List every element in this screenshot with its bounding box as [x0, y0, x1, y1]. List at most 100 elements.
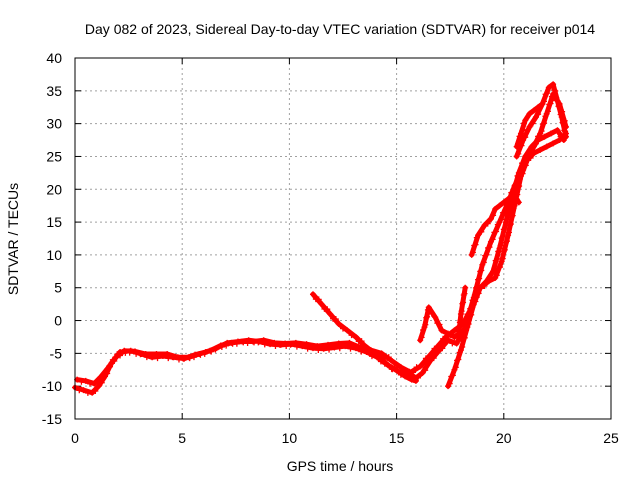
- data-point-marker: [493, 228, 500, 235]
- data-point-marker: [550, 81, 557, 88]
- data-point-marker: [502, 219, 509, 226]
- data-point-marker: [314, 343, 321, 350]
- data-point-marker: [461, 334, 468, 341]
- data-point-marker: [556, 104, 563, 111]
- data-point-marker: [498, 258, 505, 265]
- plot-frame: [74, 57, 612, 420]
- data-point-marker: [385, 354, 392, 361]
- data-point-marker: [228, 339, 235, 346]
- data-point-marker: [515, 150, 522, 157]
- data-point-marker: [233, 340, 240, 347]
- data-point-marker: [332, 316, 339, 323]
- data-point-marker: [497, 242, 504, 249]
- data-point-marker: [475, 290, 482, 297]
- data-point-marker: [538, 128, 545, 135]
- data-point-marker: [560, 120, 567, 127]
- y-tick-label: 15: [46, 214, 62, 230]
- data-point-marker: [454, 357, 461, 364]
- data-point-marker: [513, 180, 520, 187]
- data-point-marker: [100, 371, 107, 378]
- data-point-marker: [318, 301, 325, 308]
- data-point-marker: [341, 341, 348, 348]
- data-point-marker: [545, 84, 552, 91]
- data-point-marker: [430, 355, 437, 362]
- data-point-marker: [239, 338, 246, 345]
- data-point-marker: [484, 220, 491, 227]
- data-point-marker: [475, 276, 482, 283]
- data-point-marker: [544, 90, 551, 97]
- y-tick-label: 0: [54, 313, 62, 329]
- data-point-marker: [497, 264, 504, 271]
- data-point-marker: [89, 389, 96, 396]
- data-point-marker: [554, 127, 561, 134]
- tick-labels: 0 5 10 15 20 25 -15 -10 -5 0 5 10 15 20 25 30 35 40: [42, 50, 619, 446]
- data-point-marker: [438, 327, 445, 334]
- data-point-marker: [478, 267, 485, 274]
- data-point-marker: [428, 310, 435, 317]
- data-point-marker: [397, 364, 404, 371]
- data-point-marker: [496, 245, 503, 252]
- x-tick-label: 5: [178, 430, 186, 446]
- data-point-marker: [495, 248, 502, 255]
- data-point-marker: [476, 275, 483, 282]
- data-point-marker: [457, 317, 464, 324]
- data-point-marker: [519, 127, 526, 134]
- data-point-marker: [370, 349, 377, 356]
- data-point-marker: [385, 362, 392, 369]
- data-point-marker: [201, 350, 208, 357]
- data-point-marker: [558, 114, 565, 121]
- data-point-marker: [452, 364, 459, 371]
- y-axis-label: SDTVAR / TECUs: [5, 183, 21, 295]
- data-point-marker: [504, 216, 511, 223]
- y-tick-label: 10: [46, 247, 62, 263]
- y-tick-label: 40: [46, 50, 62, 66]
- data-point-marker: [327, 310, 334, 317]
- data-point-marker: [410, 376, 417, 383]
- data-point-marker: [504, 238, 511, 245]
- data-point-marker: [559, 119, 566, 126]
- data-point-marker: [351, 343, 358, 350]
- y-tick-label: -10: [42, 378, 62, 394]
- data-point-marker: [319, 343, 326, 350]
- data-point-marker: [266, 340, 273, 347]
- data-point-marker: [490, 268, 497, 275]
- data-point-marker: [180, 355, 187, 362]
- data-point-marker: [458, 308, 465, 315]
- data-point-marker: [457, 347, 464, 354]
- x-tick-label: 25: [603, 430, 619, 446]
- data-point-marker: [541, 120, 548, 127]
- data-point-marker: [98, 379, 105, 386]
- x-tick-label: 10: [282, 430, 298, 446]
- data-point-marker: [207, 347, 214, 354]
- data-point-marker: [260, 337, 267, 344]
- data-point-marker: [555, 103, 562, 110]
- data-point-marker: [522, 117, 529, 124]
- data-point-marker: [528, 143, 535, 150]
- data-point-marker: [282, 340, 289, 347]
- data-point-marker: [347, 345, 354, 352]
- data-point-marker: [498, 216, 505, 223]
- data-point-marker: [522, 153, 529, 160]
- x-tick-label: 15: [389, 430, 405, 446]
- data-point-marker: [551, 86, 558, 93]
- data-point-marker: [486, 274, 493, 281]
- data-point-marker: [326, 346, 333, 353]
- series-track-9: [513, 81, 569, 160]
- data-point-marker: [249, 338, 256, 345]
- data-point-marker: [352, 333, 359, 340]
- data-point-marker: [389, 358, 396, 365]
- data-point-marker: [287, 341, 294, 348]
- data-point-marker: [478, 228, 485, 235]
- data-point-marker: [148, 352, 155, 359]
- data-point-marker: [492, 205, 499, 212]
- data-point-marker: [462, 284, 469, 291]
- y-tick-label: 35: [46, 83, 62, 99]
- data-point-marker: [554, 97, 561, 104]
- data-point-marker: [515, 140, 522, 147]
- data-point-marker: [455, 356, 462, 363]
- data-point-marker: [389, 366, 396, 373]
- data-point-marker: [483, 251, 490, 258]
- data-point-marker: [190, 354, 197, 361]
- data-point-marker: [422, 321, 429, 328]
- y-tick-label: 5: [54, 280, 62, 296]
